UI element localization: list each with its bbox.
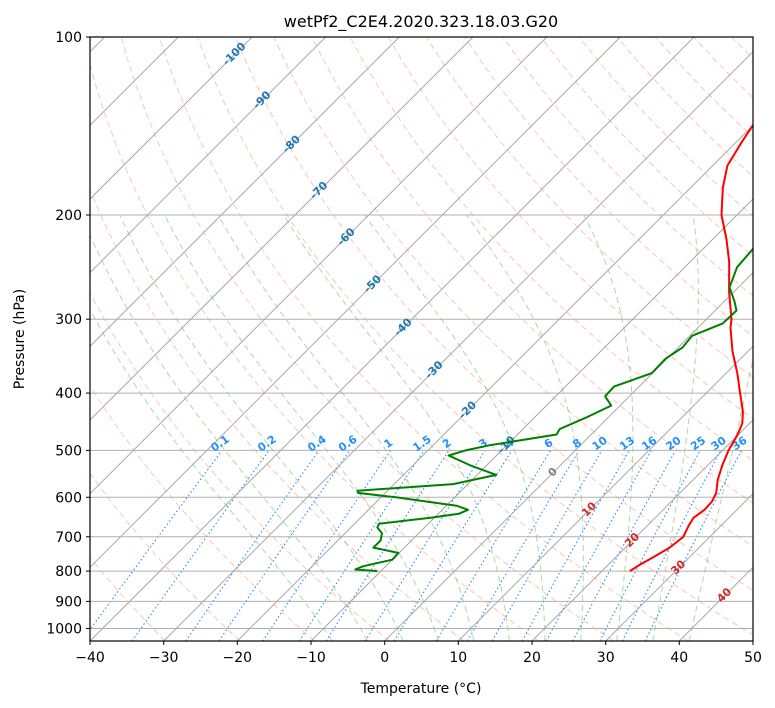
y-tick-label: 200 xyxy=(55,208,82,224)
y-tick-label: 100 xyxy=(55,30,82,46)
dry-adiabat-line xyxy=(235,37,753,591)
isotherm-line xyxy=(90,37,695,641)
chart-title: wetPf2_C2E4.2020.323.18.03.G20 xyxy=(284,12,558,32)
isotherm-line xyxy=(236,124,753,641)
plot-area: 0.1 0.2 0.4 0.6 1 1.5 2 3 4 6 8 10 13 16 20 25 30 36-100-… xyxy=(90,37,753,641)
moist-adiabat-line xyxy=(583,214,634,641)
moist-adiabat-line xyxy=(90,233,369,641)
isotherm-line xyxy=(605,492,753,641)
mixing-ratio-line xyxy=(298,450,425,641)
x-tick-label: 20 xyxy=(523,650,541,666)
x-tick-label: 10 xyxy=(449,650,467,666)
sounding-series xyxy=(354,123,753,573)
x-tick-label: 50 xyxy=(744,650,762,666)
x-tick-label: −10 xyxy=(296,650,326,666)
isotherm-line xyxy=(90,37,474,421)
isotherm-line xyxy=(163,50,753,641)
dry-adiabat-line xyxy=(425,37,753,378)
y-tick-label: 500 xyxy=(55,443,82,459)
y-tick-label: 600 xyxy=(55,490,82,506)
moist-adiabat-line xyxy=(90,308,333,641)
dry-adiabat-line xyxy=(90,62,540,641)
dewpoint-profile-line xyxy=(354,247,753,573)
mixing-ratio-line xyxy=(185,450,320,641)
dry-adiabat-line xyxy=(311,37,753,504)
y-axis: 1000 900 800 700 600 500 400 300 200 100 xyxy=(46,30,90,638)
dry-adiabat-line xyxy=(464,37,753,337)
dry-adiabat-line xyxy=(273,37,753,547)
dry-adiabat-line xyxy=(502,37,753,297)
y-tick-label: 400 xyxy=(55,386,82,402)
temperature-profile-line xyxy=(629,123,753,572)
mixing-ratio-line xyxy=(393,450,513,641)
y-tick-label: 1000 xyxy=(46,622,82,638)
isotherm-line xyxy=(384,271,753,641)
x-tick-label: 40 xyxy=(670,650,688,666)
isotherm-line xyxy=(90,37,253,200)
isotherm-line xyxy=(90,37,400,348)
isotherm-line xyxy=(90,37,327,274)
moist-adiabat-line xyxy=(364,214,546,641)
skewed-isotherms xyxy=(90,37,753,641)
x-tick-label: −20 xyxy=(223,650,253,666)
isotherm-line xyxy=(90,37,548,495)
dry-adiabat-line xyxy=(90,188,465,641)
dry-adiabat-line xyxy=(90,384,316,641)
y-tick-label: 700 xyxy=(55,530,82,546)
isotherm-line xyxy=(90,37,621,569)
dry-adiabat-line xyxy=(90,291,390,641)
mixing-ratio-line xyxy=(521,450,630,641)
mixing-ratio-line xyxy=(644,450,742,641)
x-axis-label: Temperature (°C) xyxy=(360,681,482,697)
y-tick-label: 800 xyxy=(55,564,82,580)
isobar-gridlines xyxy=(90,37,753,629)
moist-adiabat-line xyxy=(217,214,475,641)
x-tick-label: −40 xyxy=(75,650,105,666)
moist-adiabat-line xyxy=(466,214,584,641)
y-axis-label: Pressure (hPa) xyxy=(12,289,28,389)
mixing-ratio-line xyxy=(545,450,652,641)
moist-adiabat-line xyxy=(282,214,510,641)
x-tick-label: 0 xyxy=(380,650,389,666)
mixing-ratio-line xyxy=(90,450,223,631)
x-axis: −40 −30 −20 −10 0 10 20 30 40 50 xyxy=(75,641,762,666)
moist-adiabat-line xyxy=(652,214,699,641)
isotherm-line xyxy=(310,198,753,641)
y-tick-label: 900 xyxy=(55,594,82,610)
isotherm-line xyxy=(457,345,753,641)
x-tick-label: −30 xyxy=(149,650,179,666)
isotherm-line xyxy=(531,419,753,641)
mixing-ratio-line xyxy=(621,450,722,641)
dry-adiabat-line xyxy=(349,37,753,462)
mixing-ratio-line xyxy=(218,450,351,641)
x-tick-label: 30 xyxy=(597,650,615,666)
moist-adiabat-line xyxy=(119,214,404,641)
dry-adiabat-line xyxy=(387,37,753,420)
y-tick-label: 300 xyxy=(55,312,82,328)
axes-frame xyxy=(89,36,754,642)
dry-adiabat-line xyxy=(158,37,689,641)
mixing-ratio-line xyxy=(572,450,676,641)
dry-adiabat-line xyxy=(90,472,241,641)
